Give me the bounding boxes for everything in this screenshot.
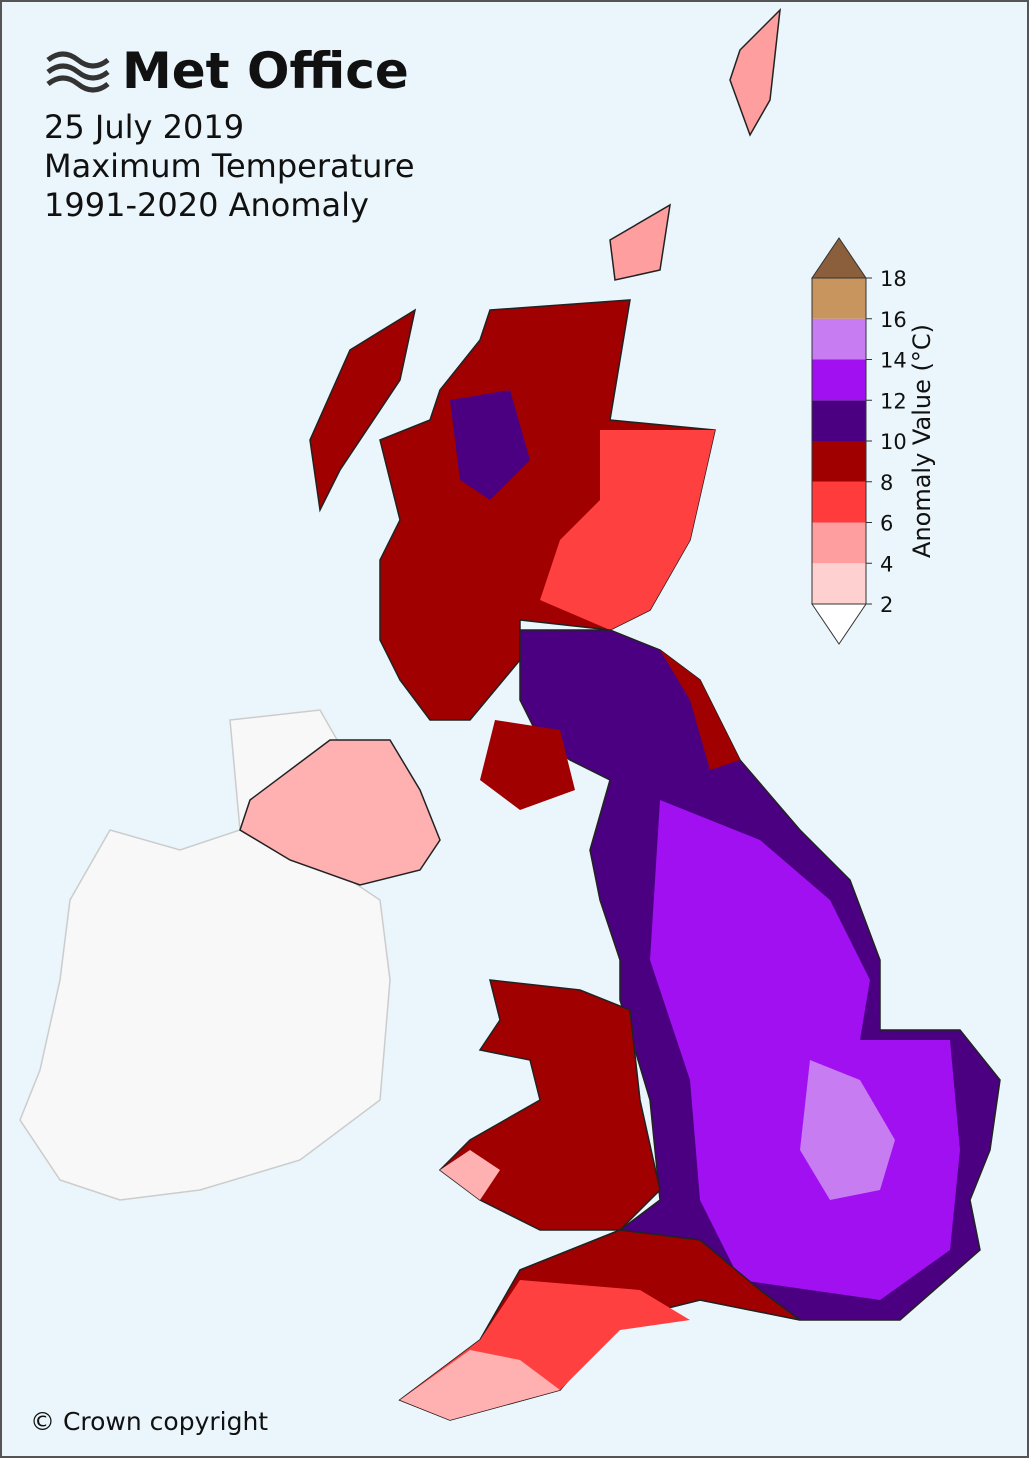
colorbar-bin [812, 318, 866, 360]
shetland [729, 7, 781, 137]
colorbar-tick-label: 14 [880, 349, 907, 373]
colorbar-tick-label: 2 [880, 593, 893, 617]
colorbar-tick-label: 16 [880, 308, 907, 332]
colorbar-tick-label: 4 [880, 552, 893, 576]
colorbar-bin [812, 278, 866, 319]
colorbar-tick-label: 18 [880, 267, 907, 291]
colorbar-tick-label: 12 [880, 389, 907, 413]
north-coast [660, 650, 740, 770]
title: Maximum Temperature [44, 147, 415, 185]
logo-icon [46, 51, 110, 93]
hebrides [309, 308, 417, 513]
cumbria [480, 720, 575, 810]
cornwall [400, 1350, 560, 1420]
colorbar-bin [812, 441, 866, 482]
colorbar: 2 4 6 8 10 12 14 16 18 [811, 237, 907, 645]
orkney [609, 203, 671, 281]
date: 25 July 2019 [44, 108, 244, 146]
scotland-east [540, 430, 715, 630]
colorbar-bin [812, 563, 866, 604]
copyright: © Crown copyright [30, 1407, 268, 1436]
colorbar-bin [812, 400, 866, 441]
midlands-high [800, 1060, 895, 1200]
colorbar-tick-label: 10 [880, 430, 907, 454]
land [19, 7, 1001, 1421]
colorbar-bin [812, 359, 866, 401]
colorbar-bin [812, 481, 866, 523]
colorbar-label: Anomaly Value (°C) [908, 324, 936, 558]
colorbar-tick-label: 8 [880, 471, 893, 495]
wales-west [440, 1150, 500, 1200]
colorbar-bin [812, 522, 866, 564]
colorbar-tick-label: 6 [880, 512, 893, 536]
northern-ireland [239, 739, 441, 886]
subtitle: 1991-2020 Anomaly [44, 186, 369, 224]
brand: Met Office [122, 42, 409, 100]
scotland-highland [450, 390, 530, 500]
